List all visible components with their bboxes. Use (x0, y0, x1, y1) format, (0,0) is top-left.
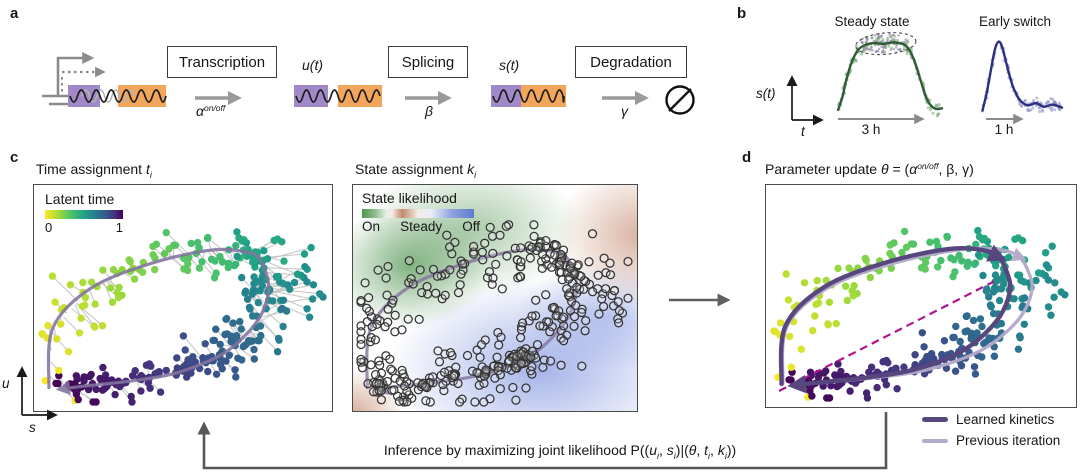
u-axis-label: u (2, 376, 10, 391)
panel-c-label: c (10, 149, 19, 166)
transcription-arrow-icon (195, 91, 242, 105)
flow-arrow-c-to-d-icon (669, 293, 731, 307)
splicing-arrow-icon (405, 91, 452, 105)
splicing-box: Splicing (388, 46, 468, 78)
legend-row-learned: Learned kinetics (922, 412, 1060, 427)
latent-max-label: 1 (115, 220, 123, 235)
panel-a-label: a (10, 5, 19, 22)
pre-mrna-icon (68, 85, 167, 107)
feedback-loop-arrow-icon (197, 412, 888, 470)
latent-time-legend: Latent time 0 1 (45, 191, 123, 235)
state-on-label: On (362, 219, 381, 234)
latent-time-legend-title: Latent time (45, 191, 115, 207)
parameter-update-plot (765, 184, 1077, 408)
gamma-rate-label: γ (621, 103, 628, 119)
state-assignment-plot: State likelihood On Steady Off (352, 184, 638, 412)
unspliced-mrna-icon (294, 85, 382, 107)
steady-state-plot (836, 32, 944, 125)
previous-iteration-label: Previous iteration (956, 433, 1061, 448)
kinetics-legend: Learned kinetics Previous iteration (922, 412, 1060, 454)
state-steady-label: Steady (400, 219, 443, 234)
steady-state-title: Steady state (834, 14, 910, 29)
time-assignment-plot: Latent time 0 1 (33, 184, 333, 412)
state-likelihood-colorbar (362, 209, 474, 218)
alpha-superscript: on/off (203, 103, 226, 113)
previous-iteration-swatch (922, 438, 948, 443)
learned-kinetics-label: Learned kinetics (956, 412, 1055, 427)
legend-row-previous: Previous iteration (922, 433, 1060, 448)
panel-d-label: d (742, 149, 752, 166)
b-axes-icon (786, 75, 824, 126)
b-x-axis-label: t (801, 124, 805, 139)
state-likelihood-legend: State likelihood On Steady Off (362, 190, 480, 234)
steady-duration-label: 3 h (861, 122, 881, 137)
spliced-label: s(t) (499, 57, 520, 73)
empty-set-icon (665, 85, 695, 115)
spliced-mrna-icon (491, 85, 566, 107)
us-axes-icon (16, 366, 58, 421)
inference-caption: Inference by maximizing joint likelihood… (383, 442, 737, 461)
s-axis-label: s (29, 420, 36, 435)
alpha-symbol: α (196, 103, 204, 119)
degradation-arrow-icon (602, 91, 649, 105)
latent-min-label: 0 (45, 220, 53, 235)
state-assignment-title: State assignment ki (355, 161, 477, 180)
panel-b-label: b (737, 5, 747, 22)
parameter-update-title: Parameter update θ = (αon/off, β, γ) (765, 161, 974, 177)
state-off-label: Off (462, 219, 480, 234)
early-switch-plot (981, 40, 1064, 125)
state-likelihood-legend-title: State likelihood (362, 190, 457, 206)
early-duration-label: 1 h (994, 122, 1014, 137)
latent-time-colorbar (45, 210, 123, 219)
early-switch-title: Early switch (978, 14, 1051, 29)
learned-kinetics-swatch (922, 417, 948, 422)
alpha-rate-label: αon/off (196, 103, 225, 119)
b-y-axis-label: s(t) (756, 86, 776, 101)
degradation-box: Degradation (575, 46, 687, 78)
unspliced-label: u(t) (302, 57, 323, 73)
beta-rate-label: β (425, 103, 433, 119)
time-assignment-title: Time assignment ti (36, 161, 152, 180)
transcription-box: Transcription (167, 46, 277, 78)
